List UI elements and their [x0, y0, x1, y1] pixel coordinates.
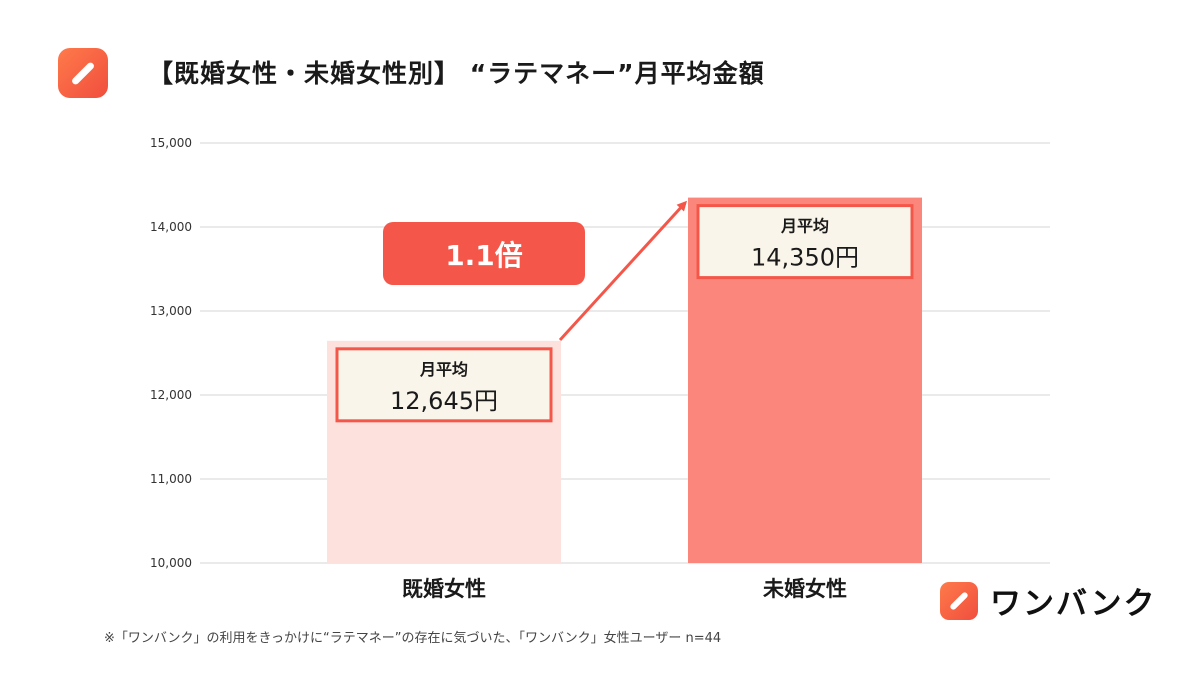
data-label-box: [335, 347, 553, 423]
brand-logo-icon: [940, 581, 978, 620]
y-tick-label: 11,000: [150, 472, 192, 486]
brand-logo: ワンバンク: [940, 578, 1157, 623]
x-category-label: 既婚女性: [402, 577, 486, 601]
y-tick-label: 13,000: [150, 304, 192, 318]
y-tick-label: 12,000: [150, 388, 192, 402]
x-category-label: 未婚女性: [763, 577, 847, 601]
footnote: ※「ワンバンク」の利用をきっかけに“ラテマネー”の存在に気づいた、「ワンバンク」…: [104, 631, 722, 646]
data-label-box: [696, 204, 914, 280]
y-tick-label: 15,000: [150, 136, 192, 150]
y-tick-label: 10,000: [150, 556, 192, 570]
data-label-caption: 月平均: [780, 217, 829, 236]
brand-name: ワンバンク: [990, 586, 1157, 622]
trend-arrow-icon: [558, 200, 688, 342]
app-logo-icon: [58, 48, 108, 98]
ratio-badge: 1.1倍: [383, 222, 585, 285]
y-tick-label: 14,000: [150, 220, 192, 234]
data-label-value: 14,350円: [751, 244, 859, 272]
data-label-value: 12,645円: [390, 387, 498, 415]
data-label-caption: 月平均: [419, 360, 468, 379]
chart-title: 【既婚女性・未婚女性別】 “ラテマネー”月平均金額: [148, 59, 765, 88]
